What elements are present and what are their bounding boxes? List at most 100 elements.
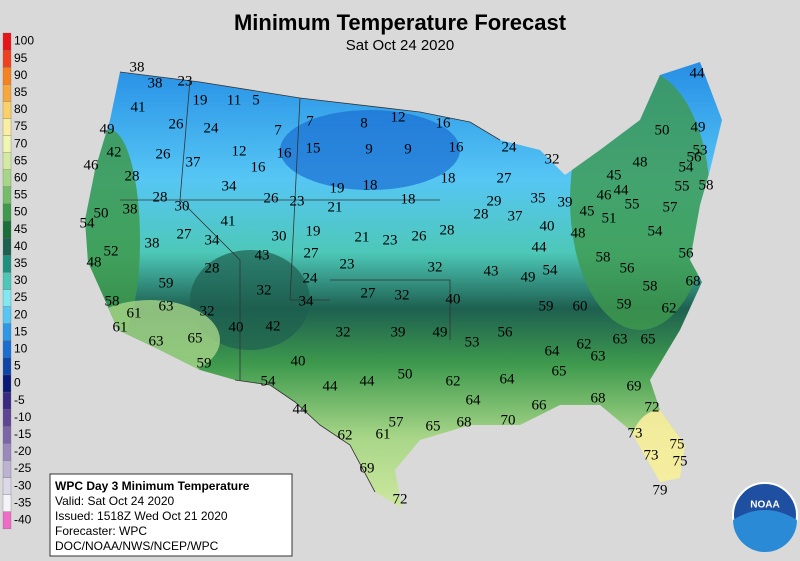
temperature-label: 30 [272,228,287,244]
legend-swatch [2,101,12,119]
temperature-label: 49 [433,324,448,340]
temperature-label: 44 [614,182,630,198]
state-line [289,97,330,301]
legend-label: -20 [14,444,32,458]
temperature-label: 32 [200,303,215,319]
temperature-label: 37 [186,154,202,170]
temperature-label: 16 [436,115,452,131]
temperature-label: 43 [484,263,499,279]
legend-label: 65 [14,153,28,167]
legend-label: 25 [14,290,28,304]
legend-swatch [2,443,12,461]
legend-swatch [2,238,12,256]
temperature-label: 38 [130,59,145,75]
temperature-label: 58 [643,278,658,294]
temperature-label: 57 [663,199,679,215]
temperature-label: 19 [193,92,208,108]
temperature-label: 68 [591,390,606,406]
legend-label: 15 [14,324,28,338]
temperature-label: 40 [229,319,244,335]
temperature-label: 40 [446,291,461,307]
legend-swatch [2,118,12,136]
legend-swatch [2,152,12,170]
temperature-label: 62 [577,336,592,352]
temperature-label: 27 [177,226,193,242]
temperature-label: 42 [266,318,281,334]
temperature-label: 18 [401,191,416,207]
temperature-label: 58 [105,293,120,309]
temperature-label: 23 [178,73,193,89]
noaa-logo-text: NOAA [750,500,779,511]
temperature-label: 51 [602,210,617,226]
temperature-label: 28 [205,260,220,276]
legend-label: 45 [14,222,28,236]
temperature-label: 24 [303,270,319,286]
temperature-label: 39 [391,324,406,340]
temperature-label: 42 [107,144,122,160]
legend-swatch [2,272,12,290]
temperature-label: 44 [323,378,339,394]
canada-border [119,71,501,141]
temperature-label: 69 [627,378,642,394]
legend-label: -30 [14,478,32,492]
temperature-label: 32 [395,287,410,303]
temperature-label: 62 [338,427,353,443]
temperature-label: 63 [591,348,606,364]
legend-swatch [2,186,12,205]
temperature-label: 72 [393,491,408,507]
legend-label: -35 [14,495,32,509]
temperature-label: 72 [645,399,660,415]
temperature-label: 43 [255,247,270,263]
temperature-label: 50 [94,205,109,221]
temperature-label: 59 [159,275,174,291]
temperature-label: 28 [440,222,455,238]
temperature-label: 46 [597,187,613,203]
legend-label: 80 [14,102,28,116]
temperature-label: 34 [299,293,315,309]
temperature-label: 32 [428,259,443,275]
state-line [330,279,451,340]
legend-swatch [2,357,12,376]
temperature-label: 48 [87,254,102,270]
legend-swatch [2,460,12,478]
temperature-label: 12 [232,143,247,159]
temperature-label: 54 [679,159,695,175]
legend-swatch [2,203,12,222]
temperature-label: 40 [291,353,306,369]
legend-label: 50 [14,205,28,219]
temperature-label: 49 [691,119,706,135]
legend-swatch [2,32,12,51]
legend-label: 75 [14,119,28,133]
temperature-label: 9 [365,141,373,157]
temperature-label: 56 [498,324,514,340]
map-subtitle: Sat Oct 24 2020 [346,37,454,54]
legend-label: 55 [14,188,28,202]
temperature-label: 59 [197,355,212,371]
temperature-label: 63 [613,331,628,347]
legend-swatch [2,220,12,239]
legend-label: -15 [14,427,32,441]
temperature-label: 12 [391,109,406,125]
noaa-logo-wave [733,510,797,552]
temperature-label: 49 [100,121,115,137]
legend-label: 40 [14,239,28,253]
temperature-label: 19 [306,223,321,239]
temperature-label: 57 [389,414,405,430]
temperature-label: 56 [687,149,703,165]
temperature-label: 54 [261,373,277,389]
temperature-label: 48 [633,154,648,170]
temperature-label: 32 [336,324,351,340]
temperature-label: 55 [625,196,640,212]
temperature-label: 68 [686,273,701,289]
temperature-label: 41 [131,99,146,115]
temperature-label: 52 [104,243,119,259]
temperature-label: 63 [149,333,164,349]
temperature-label: 44 [293,401,309,417]
legend-label: 85 [14,85,28,99]
temperature-label: 60 [573,298,588,314]
temperature-label: 38 [145,235,160,251]
temperature-label: 75 [670,436,685,452]
legend-swatch [2,391,12,410]
legend-label: 20 [14,307,28,321]
